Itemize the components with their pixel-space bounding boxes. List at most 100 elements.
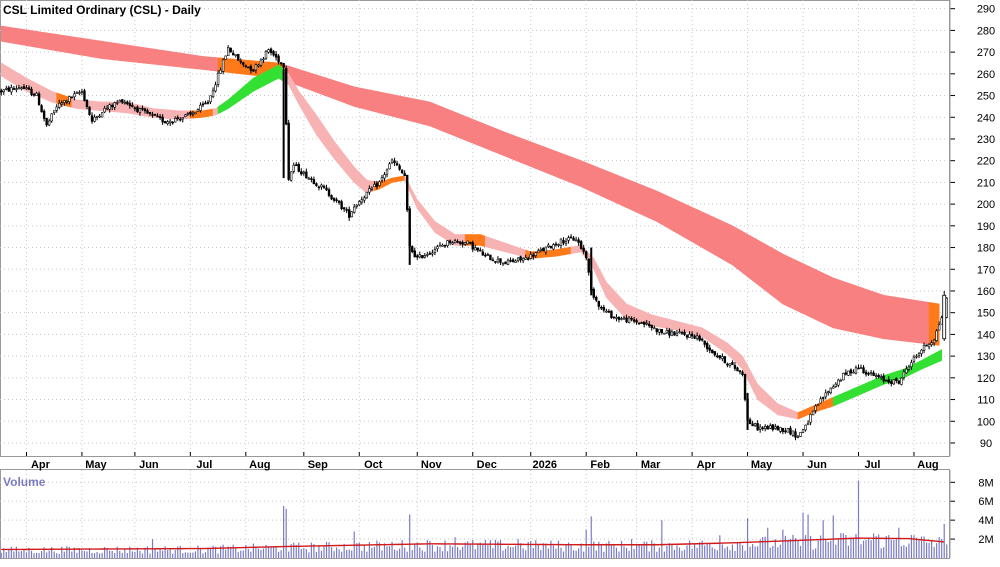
candle-body bbox=[832, 386, 835, 389]
candle-body bbox=[191, 112, 195, 115]
candle-body bbox=[7, 87, 11, 92]
candle-body bbox=[40, 105, 43, 113]
candle-body bbox=[100, 112, 104, 118]
candle-body bbox=[292, 164, 295, 172]
candle-body bbox=[138, 108, 142, 113]
candle-body bbox=[75, 91, 79, 94]
candle-body bbox=[504, 261, 507, 265]
candle-body bbox=[726, 363, 729, 366]
volume-panel-frame bbox=[0, 469, 950, 559]
candle-body bbox=[12, 88, 16, 90]
candle-body bbox=[930, 342, 933, 345]
candle-body bbox=[779, 427, 782, 432]
month-label: Nov bbox=[421, 459, 443, 471]
candle-body bbox=[637, 322, 641, 325]
candle-body bbox=[620, 318, 623, 320]
month-label: May bbox=[85, 459, 107, 471]
candle-body bbox=[877, 374, 880, 378]
candle-body bbox=[247, 66, 250, 69]
candle-body bbox=[481, 251, 485, 256]
candle-body bbox=[935, 330, 938, 341]
candle-body bbox=[350, 211, 353, 218]
candle-body bbox=[335, 199, 338, 201]
candle-body bbox=[748, 419, 752, 425]
candle-body bbox=[728, 363, 732, 366]
candle-body bbox=[693, 335, 696, 339]
candle-body bbox=[587, 258, 590, 273]
volume-average-line bbox=[1, 537, 945, 551]
volume-tick-label: 8M bbox=[978, 477, 993, 489]
candle-body bbox=[867, 373, 870, 375]
month-label: Apr bbox=[31, 459, 51, 471]
price-tick-label: 220 bbox=[977, 156, 995, 168]
candle-body bbox=[849, 369, 853, 374]
candle-body bbox=[579, 241, 583, 249]
candle-body bbox=[63, 100, 66, 103]
candle-body bbox=[310, 178, 313, 180]
price-tick-label: 150 bbox=[977, 308, 995, 320]
candle-body bbox=[519, 256, 522, 261]
candle-body bbox=[690, 333, 694, 337]
candle-body bbox=[53, 110, 56, 114]
candle-body bbox=[539, 249, 543, 251]
candle-body bbox=[688, 334, 691, 338]
candle-body bbox=[668, 329, 671, 336]
candle-body bbox=[448, 240, 452, 244]
candle-body bbox=[400, 170, 404, 174]
candle-body bbox=[317, 186, 321, 189]
candle-body bbox=[456, 241, 459, 243]
candle-body bbox=[890, 381, 893, 384]
candle-body bbox=[821, 397, 825, 399]
candle-body bbox=[224, 55, 227, 60]
last-candle-body bbox=[942, 294, 947, 340]
candle-body bbox=[907, 366, 911, 370]
candle-body bbox=[58, 102, 61, 108]
month-label: Jul bbox=[196, 459, 212, 471]
candle-body bbox=[816, 403, 820, 406]
candle-body bbox=[491, 259, 495, 262]
candle-body bbox=[116, 102, 119, 104]
candle-body bbox=[791, 430, 795, 436]
candle-body bbox=[753, 423, 757, 426]
candle-body bbox=[196, 109, 200, 112]
candle-body bbox=[151, 114, 154, 116]
ribbon-1-segment bbox=[940, 349, 942, 362]
candle-body bbox=[22, 86, 26, 89]
price-tick-label: 180 bbox=[977, 243, 995, 255]
candle-body bbox=[784, 430, 787, 433]
ribbon-0-segment bbox=[937, 303, 940, 346]
candle-body bbox=[751, 423, 754, 427]
candle-body bbox=[524, 257, 527, 260]
candle-body bbox=[607, 310, 611, 313]
candle-body bbox=[216, 72, 220, 85]
volume-tick-label: 6M bbox=[978, 496, 993, 508]
candle-body bbox=[446, 240, 449, 247]
price-tick-label: 90 bbox=[980, 438, 992, 450]
candle-body bbox=[146, 110, 149, 114]
candle-body bbox=[15, 88, 18, 90]
month-label: Aug bbox=[249, 459, 270, 471]
candle-body bbox=[421, 255, 424, 259]
candle-body bbox=[73, 93, 76, 98]
candle-body bbox=[514, 260, 517, 263]
candle-body bbox=[383, 174, 386, 179]
candle-body bbox=[925, 344, 928, 347]
candle-body bbox=[466, 240, 469, 245]
candle-body bbox=[471, 242, 474, 250]
candle-body bbox=[766, 426, 769, 430]
candle-body bbox=[426, 254, 429, 256]
candle-body bbox=[209, 95, 212, 103]
candle-body bbox=[885, 379, 888, 382]
candle-body bbox=[463, 242, 467, 245]
candle-body bbox=[423, 255, 427, 258]
candle-body bbox=[287, 122, 290, 180]
candle-body bbox=[411, 246, 414, 253]
candle-body bbox=[776, 425, 780, 431]
candle-body bbox=[678, 331, 681, 334]
candle-body bbox=[655, 328, 658, 333]
candle-body bbox=[290, 171, 293, 181]
candle-body bbox=[237, 53, 240, 61]
candle-body bbox=[232, 52, 235, 56]
candle-body bbox=[194, 112, 197, 115]
